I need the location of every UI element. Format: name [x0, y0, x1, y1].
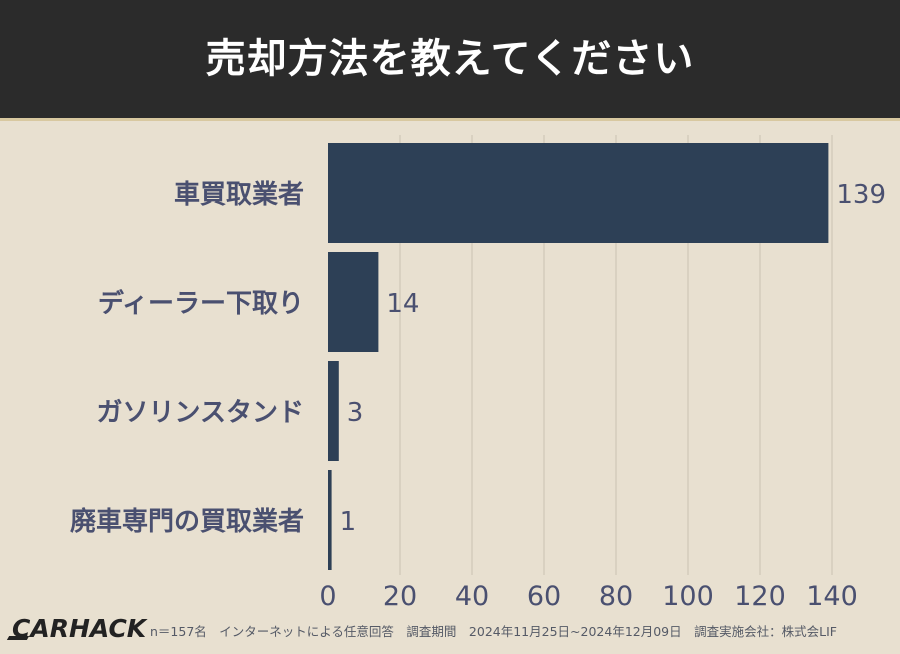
- category-label: 廃車専門の買取業者: [70, 506, 304, 537]
- page-title: 売却方法を教えてください: [205, 36, 695, 82]
- x-tick-label: 100: [662, 581, 714, 610]
- x-tick-label: 120: [734, 581, 786, 610]
- bar: [328, 252, 379, 352]
- header-bar: 売却方法を教えてください: [0, 0, 900, 118]
- x-axis-ticks: 0 20 40 60 80 100 120 140: [319, 581, 857, 610]
- header-divider: [0, 118, 900, 121]
- x-tick-label: 60: [527, 581, 561, 610]
- bar: [328, 143, 829, 243]
- footer: CARHACK n＝157名 インターネットによる任意回答 調査期間 2024年…: [0, 610, 900, 654]
- value-label: 139: [836, 180, 886, 210]
- category-label: ガソリンスタンド: [97, 398, 304, 428]
- value-label: 14: [386, 289, 419, 319]
- carhack-logo: CARHACK: [12, 614, 147, 643]
- survey-note: n＝157名 インターネットによる任意回答 調査期間 2024年11月25日~2…: [150, 624, 837, 639]
- value-label: 3: [347, 398, 364, 428]
- value-label: 1: [340, 507, 357, 537]
- value-labels: 139 14 3 1: [340, 180, 886, 537]
- bar: [328, 361, 339, 461]
- category-label: 車買取業者: [174, 180, 304, 210]
- x-tick-label: 40: [455, 581, 489, 610]
- x-tick-label: 80: [599, 581, 633, 610]
- x-tick-label: 140: [806, 581, 858, 610]
- x-tick-label: 0: [319, 581, 336, 610]
- x-tick-label: 20: [383, 581, 417, 610]
- category-label: ディーラー下取り: [98, 288, 304, 319]
- bars: [328, 143, 829, 570]
- bar: [328, 470, 332, 570]
